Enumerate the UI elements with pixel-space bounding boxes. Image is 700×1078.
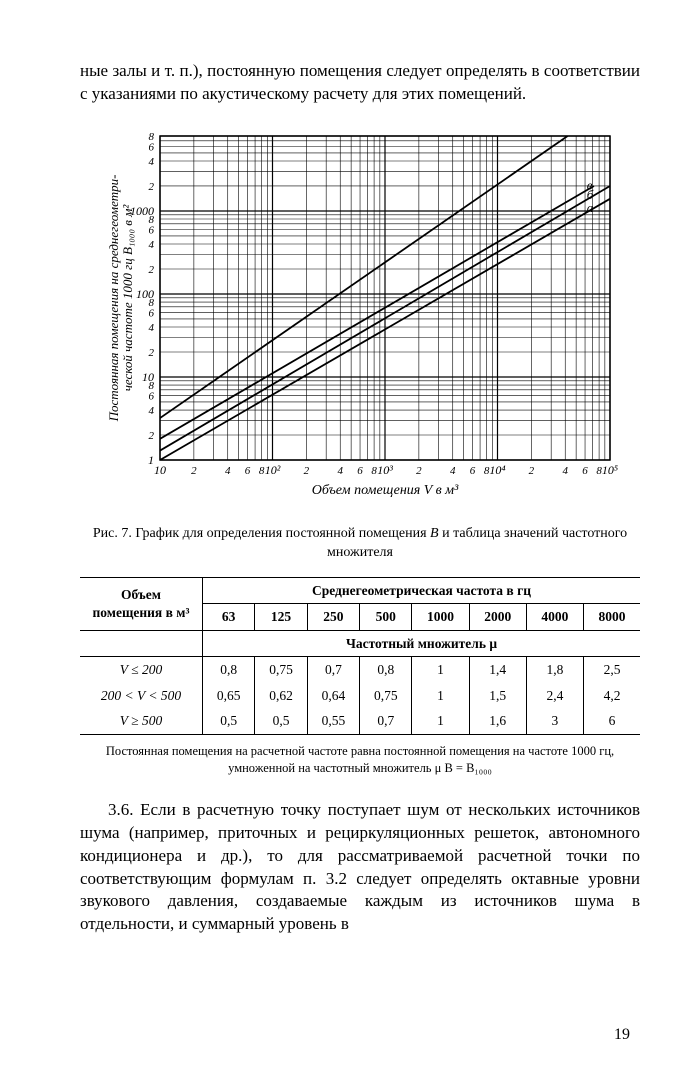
paragraph-3-6: 3.6. Если в расчетную точку поступает шу… xyxy=(80,799,640,937)
paragraph-top: ные залы и т. п.), постоянную помещения … xyxy=(80,60,640,106)
table-cell: 4,2 xyxy=(584,683,641,709)
svg-text:4: 4 xyxy=(337,465,343,477)
svg-text:Постоянная помещения на средне: Постоянная помещения на среднегеометри-ч… xyxy=(106,174,135,422)
table-col-header: 1000 xyxy=(412,604,469,631)
figure-7: 10246810²246810³246810⁴246810⁵Объем поме… xyxy=(100,122,620,515)
svg-text:10⁵: 10⁵ xyxy=(602,463,618,477)
svg-text:Объем помещения V в м³: Объем помещения V в м³ xyxy=(312,483,459,498)
svg-text:8: 8 xyxy=(149,131,155,143)
svg-text:6: 6 xyxy=(245,465,251,477)
table-cell: 0,7 xyxy=(360,708,412,734)
table-body: V ≤ 2000,80,750,70,811,41,82,5200 < V < … xyxy=(80,657,640,735)
svg-text:6: 6 xyxy=(357,465,363,477)
svg-text:6: 6 xyxy=(582,465,588,477)
svg-text:4: 4 xyxy=(149,156,155,168)
table-cell: 1 xyxy=(412,708,469,734)
svg-text:1: 1 xyxy=(148,453,154,467)
svg-text:2: 2 xyxy=(149,181,155,193)
table-col-header: 500 xyxy=(360,604,412,631)
table-col-header: 125 xyxy=(255,604,307,631)
svg-text:6: 6 xyxy=(149,390,155,402)
svg-text:10: 10 xyxy=(154,463,166,477)
table-col-header: 4000 xyxy=(526,604,583,631)
svg-text:4: 4 xyxy=(450,465,456,477)
table-cell: 1,6 xyxy=(469,708,526,734)
svg-text:2: 2 xyxy=(149,264,155,276)
svg-text:4: 4 xyxy=(149,322,155,334)
svg-text:100: 100 xyxy=(136,287,154,301)
table-cell: 0,64 xyxy=(307,683,359,709)
svg-text:4: 4 xyxy=(225,465,231,477)
frequency-multiplier-table: Объем помещения в м³ Среднегеометрическа… xyxy=(80,577,640,735)
table-cell: 1 xyxy=(412,683,469,709)
svg-text:2: 2 xyxy=(149,430,155,442)
table-cell: 0,75 xyxy=(255,657,307,683)
table-col-header: 8000 xyxy=(584,604,641,631)
table-cell: 0,5 xyxy=(255,708,307,734)
table-cell: 0,5 xyxy=(203,708,255,734)
table-cell: 0,75 xyxy=(360,683,412,709)
table-cell: 1,5 xyxy=(469,683,526,709)
table-note: Постоянная помещения на расчетной частот… xyxy=(100,743,620,777)
caption-text: График для определения постоянной помеще… xyxy=(135,526,430,541)
page-number: 19 xyxy=(614,1026,630,1044)
table-cell: 1 xyxy=(412,657,469,683)
table-cell: 2,5 xyxy=(584,657,641,683)
svg-text:6: 6 xyxy=(149,307,155,319)
svg-text:10³: 10³ xyxy=(377,463,393,477)
paragraph-body: Если в расчетную точку поступает шум от … xyxy=(80,800,640,934)
table-cell: 0,8 xyxy=(360,657,412,683)
table-top-header: Среднегеометрическая частота в гц xyxy=(203,577,641,604)
svg-text:2: 2 xyxy=(149,347,155,359)
svg-text:2: 2 xyxy=(416,465,422,477)
table-cell: 0,8 xyxy=(203,657,255,683)
table-mid-header: Частотный множитель μ xyxy=(203,630,641,657)
svg-text:4: 4 xyxy=(562,465,568,477)
table-cell: 0,62 xyxy=(255,683,307,709)
chart-svg: 10246810²246810³246810⁴246810⁵Объем поме… xyxy=(100,122,620,510)
table-col-header: 250 xyxy=(307,604,359,631)
table-cell: 1,4 xyxy=(469,657,526,683)
table-cell: 1,8 xyxy=(526,657,583,683)
svg-text:в: в xyxy=(587,178,593,193)
svg-text:10: 10 xyxy=(142,370,154,384)
table-cell: 3 xyxy=(526,708,583,734)
table-row-label: V ≤ 200 xyxy=(80,657,203,683)
svg-text:6: 6 xyxy=(149,224,155,236)
caption-prefix: Рис. 7. xyxy=(93,526,136,541)
svg-text:10²: 10² xyxy=(265,463,281,477)
table-cell: 0,7 xyxy=(307,657,359,683)
caption-ital: B xyxy=(430,526,439,541)
table-cell: 6 xyxy=(584,708,641,734)
table-col-header: 63 xyxy=(203,604,255,631)
table-left-header: Объем помещения в м³ xyxy=(80,577,203,630)
table-cell: 0,55 xyxy=(307,708,359,734)
svg-text:2: 2 xyxy=(191,465,197,477)
table-row-label: 200 < V < 500 xyxy=(80,683,203,709)
svg-text:2: 2 xyxy=(529,465,535,477)
table-cell: 0,65 xyxy=(203,683,255,709)
figure-caption: Рис. 7. График для определения постоянно… xyxy=(80,525,640,563)
svg-text:6: 6 xyxy=(149,141,155,153)
svg-text:4: 4 xyxy=(149,239,155,251)
svg-text:10⁴: 10⁴ xyxy=(489,463,505,477)
svg-text:2: 2 xyxy=(304,465,310,477)
svg-text:4: 4 xyxy=(149,405,155,417)
table-col-header: 2000 xyxy=(469,604,526,631)
paragraph-lead: 3.6. xyxy=(108,800,140,819)
table-row-label: V ≥ 500 xyxy=(80,708,203,734)
table-cell: 2,4 xyxy=(526,683,583,709)
svg-text:6: 6 xyxy=(470,465,476,477)
